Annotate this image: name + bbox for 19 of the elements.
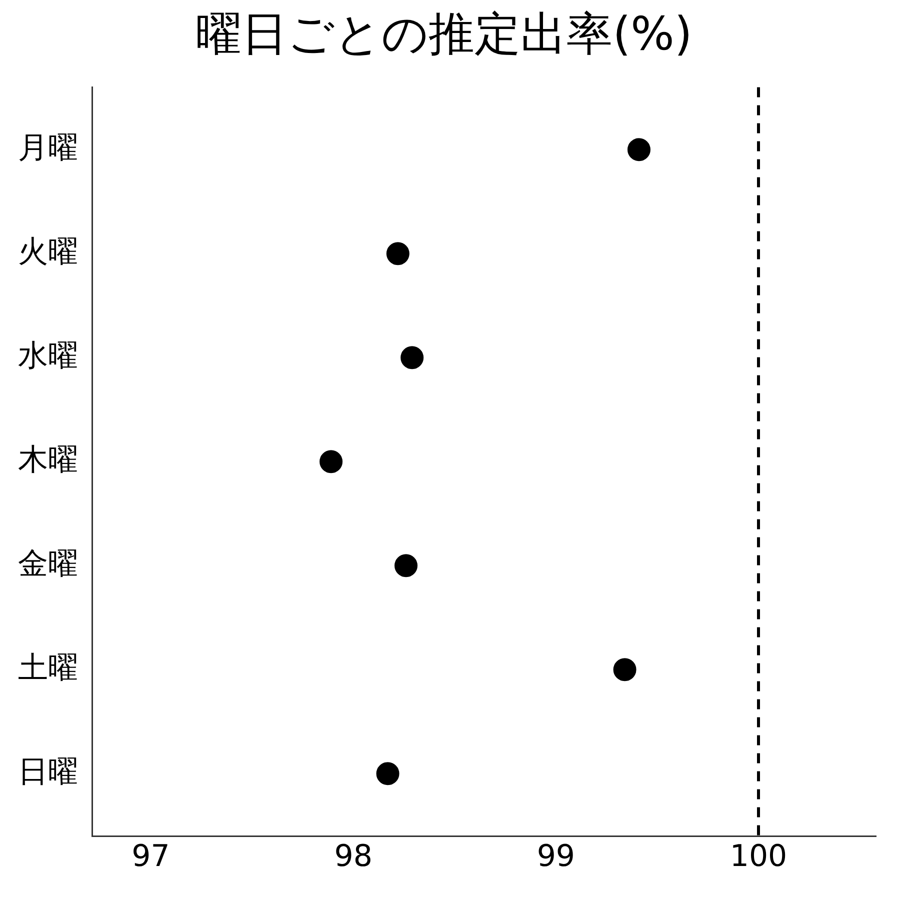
y-tick-label: 火曜 <box>18 234 78 270</box>
x-tick-label: 98 <box>334 838 372 874</box>
chart-title: 曜日ごとの推定出率(%) <box>196 6 692 61</box>
x-tick-label: 100 <box>730 838 788 874</box>
y-tick-label: 金曜 <box>18 546 78 582</box>
x-tick-label: 99 <box>536 838 576 874</box>
point <box>386 242 410 266</box>
point <box>613 658 636 682</box>
point <box>400 346 424 370</box>
y-tick-label: 木曜 <box>18 442 78 478</box>
x-tick-label: 97 <box>132 838 170 874</box>
y-tick-label: 水曜 <box>18 338 78 374</box>
point <box>627 138 650 162</box>
point <box>376 762 400 786</box>
y-tick-label: 日曜 <box>18 754 78 790</box>
y-tick-label: 月曜 <box>18 130 78 166</box>
point <box>394 554 418 578</box>
y-tick-label: 土曜 <box>18 650 78 686</box>
point <box>320 450 343 474</box>
